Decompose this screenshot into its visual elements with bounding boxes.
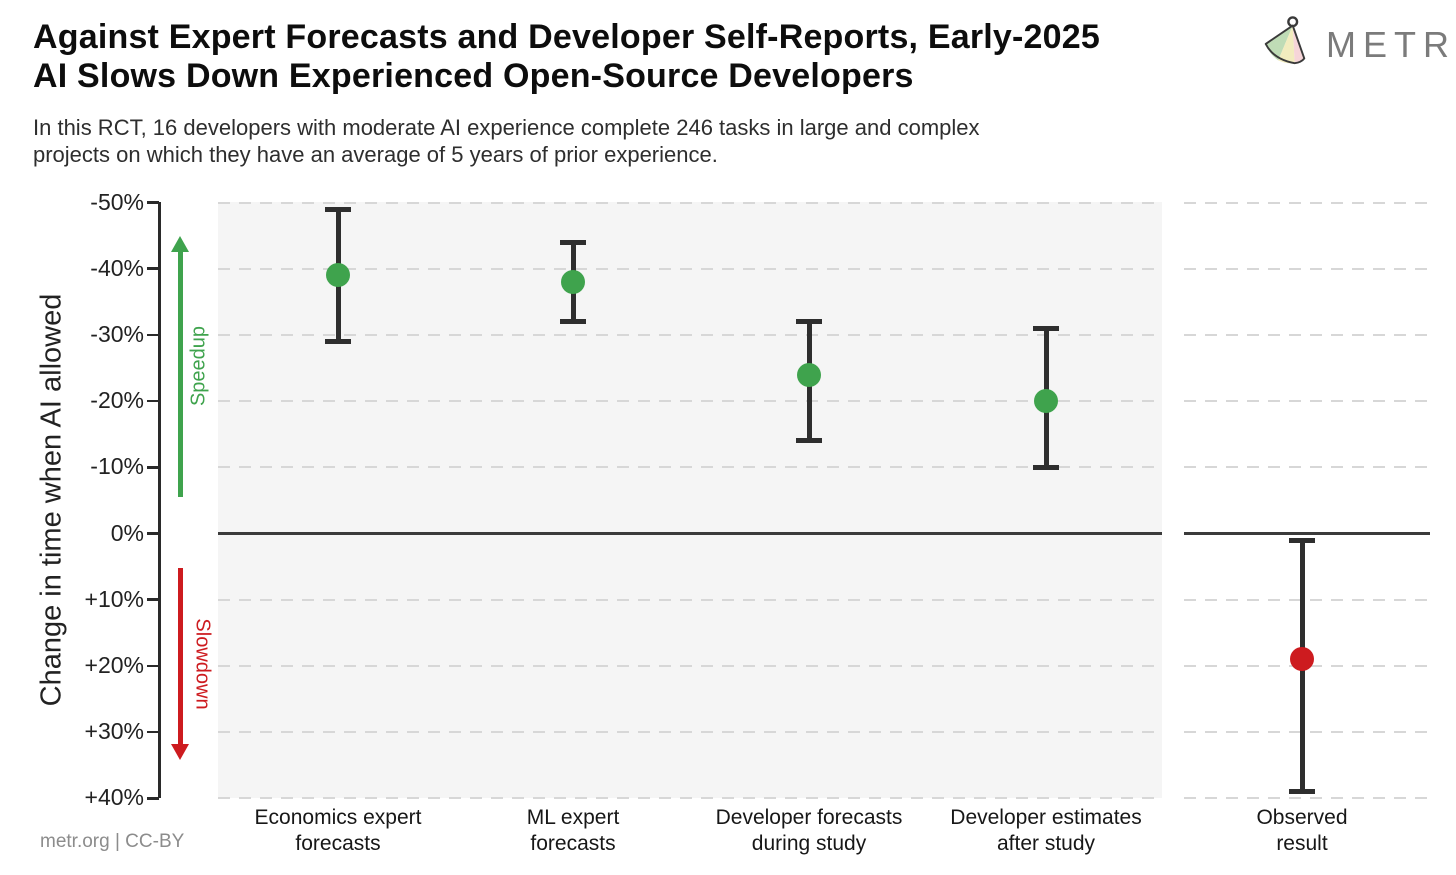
x-category-label: ML expert forecasts [526, 806, 620, 855]
y-axis-tick [147, 664, 159, 668]
error-bar-cap-bottom [796, 438, 822, 444]
gridline [1184, 201, 1430, 204]
data-point-dot [1034, 389, 1058, 414]
y-axis-tick [147, 730, 159, 734]
x-category-label: Observed result [1256, 806, 1348, 855]
y-tick-label-2: -30% [90, 320, 144, 347]
title-line-2: AI Slows Down Experienced Open-Source De… [33, 57, 914, 95]
y-axis-line [158, 202, 161, 798]
y-axis-tick [147, 797, 159, 800]
error-bar-cap-bottom [1289, 789, 1315, 795]
y-tick-label-3: -20% [90, 387, 144, 414]
metr-logo-text: METR [1326, 23, 1456, 65]
metr-logo-icon [1258, 14, 1312, 75]
y-axis-tick [147, 201, 159, 204]
title-line-1: Against Expert Forecasts and Developer S… [33, 18, 1100, 56]
x-category-label: Economics expert forecasts [254, 806, 422, 855]
speedup-arrow-shaft [177, 250, 183, 497]
data-point-dot [561, 269, 585, 294]
y-axis-tick [147, 399, 159, 403]
error-bar-cap-bottom [325, 339, 351, 345]
footer-credit: metr.org | CC-BY [40, 831, 185, 852]
y-tick-label-0: -50% [90, 188, 144, 215]
gridline [218, 466, 1162, 469]
subtitle-line-2: projects on which they have an average o… [33, 142, 718, 167]
error-bar-cap-bottom [1033, 464, 1059, 470]
gridline [218, 598, 1162, 601]
gridline [218, 400, 1162, 403]
plot-panel-observed [1184, 202, 1430, 798]
x-category-label: Developer estimates after study [950, 806, 1142, 855]
zero-line-left [218, 532, 1162, 535]
y-tick-label-6: +10% [84, 585, 144, 612]
subtitle-line-1: In this RCT, 16 developers with moderate… [33, 115, 980, 140]
data-point-dot [797, 362, 821, 387]
zero-line-right [1184, 532, 1430, 535]
gridline [1184, 598, 1430, 601]
error-bar-cap-top [796, 319, 822, 325]
slowdown-arrow-shaft [177, 568, 183, 746]
y-tick-label-4: -10% [90, 453, 144, 480]
gridline [1184, 400, 1430, 403]
gridline [218, 201, 1162, 204]
y-tick-label-5: 0% [110, 519, 144, 546]
gridline [218, 731, 1162, 734]
error-bar-cap-top [1033, 325, 1059, 331]
speedup-arrow-head-icon [171, 236, 189, 252]
plot-panel-forecasts [218, 202, 1162, 798]
gridline [218, 333, 1162, 336]
y-tick-label-9: +40% [84, 784, 144, 811]
y-axis-tick [147, 466, 159, 469]
gridline [218, 267, 1162, 270]
y-axis-tick [147, 598, 159, 601]
gridline [218, 664, 1162, 667]
gridline [218, 797, 1162, 800]
error-bar-cap-top [1289, 537, 1315, 543]
x-category-label: Developer forecasts during study [715, 806, 903, 855]
y-tick-label-8: +30% [84, 718, 144, 745]
error-bar-cap-top [325, 206, 351, 212]
y-axis-tick [147, 532, 159, 535]
gridline [1184, 267, 1430, 270]
gridline [1184, 731, 1430, 734]
chart-subtitle: In this RCT, 16 developers with moderate… [33, 114, 980, 168]
gridline [1184, 797, 1430, 800]
page-title: Against Expert Forecasts and Developer S… [33, 18, 1100, 96]
error-bar-cap-bottom [560, 319, 586, 325]
slowdown-arrow-head-icon [171, 744, 189, 760]
y-tick-label-7: +20% [84, 651, 144, 678]
y-axis-tick [147, 267, 159, 270]
metr-logo: METR [1258, 14, 1456, 75]
gridline [1184, 333, 1430, 336]
data-point-dot [1290, 647, 1314, 672]
y-tick-label-1: -40% [90, 254, 144, 281]
data-point-dot [326, 263, 350, 288]
y-axis-tick [147, 333, 159, 337]
error-bar-cap-top [560, 239, 586, 245]
gridline [1184, 466, 1430, 469]
